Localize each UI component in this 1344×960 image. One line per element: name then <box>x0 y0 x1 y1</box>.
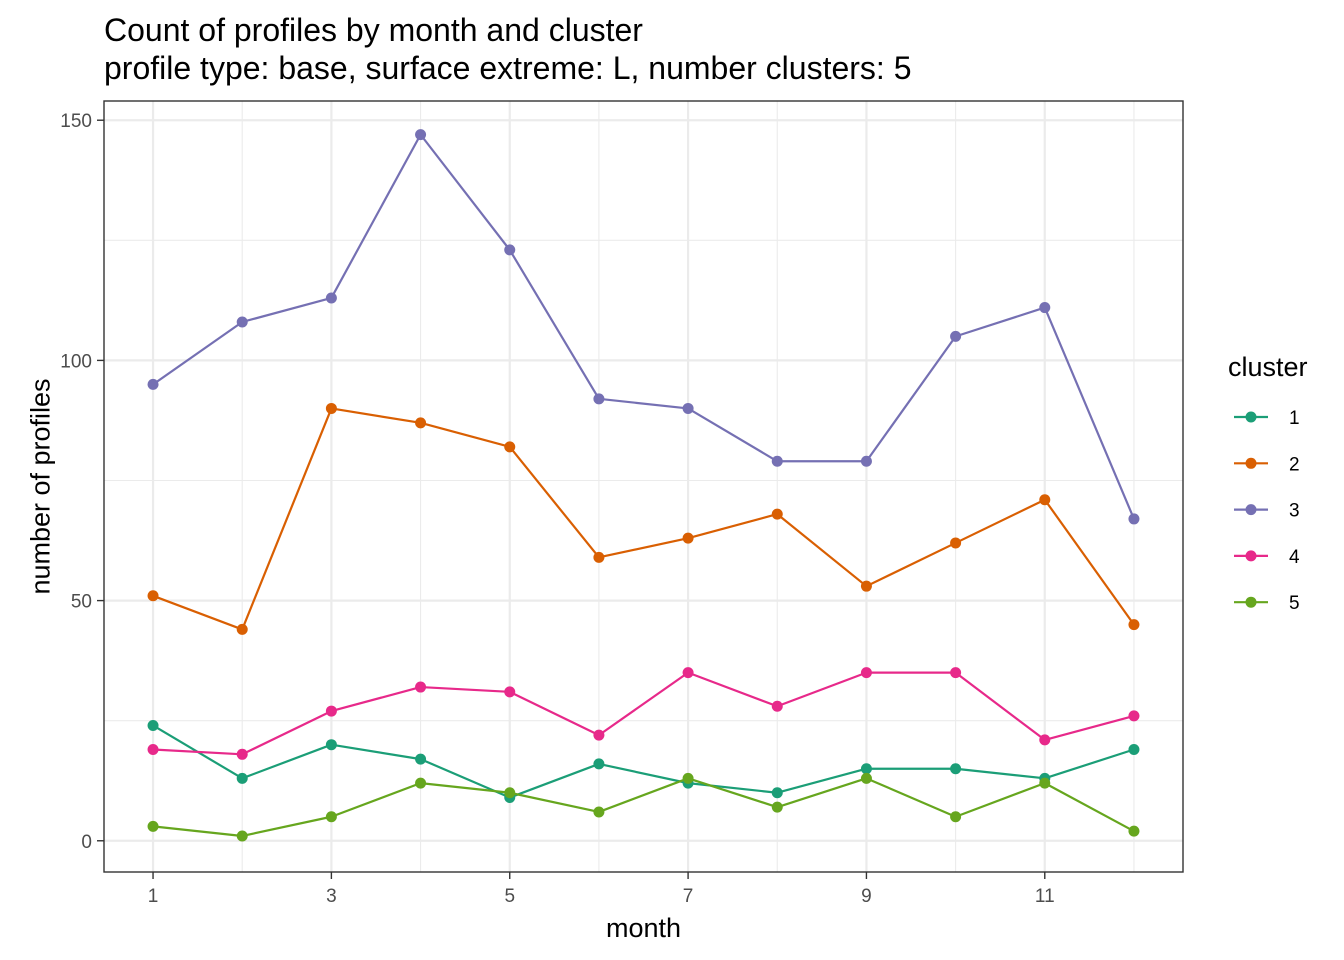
data-point-1 <box>950 763 962 775</box>
data-point-1 <box>771 787 783 799</box>
data-point-4 <box>147 744 159 756</box>
data-point-4 <box>325 705 337 717</box>
legend-label: 5 <box>1289 593 1300 614</box>
data-point-2 <box>415 417 427 429</box>
data-point-2 <box>682 532 694 544</box>
data-point-4 <box>504 686 516 698</box>
x-tick-label: 1 <box>148 886 159 907</box>
data-point-2 <box>593 551 605 563</box>
y-tick-label: 50 <box>71 592 92 613</box>
data-point-3 <box>147 378 159 390</box>
data-point-5 <box>236 830 248 842</box>
legend-key-point <box>1245 550 1257 562</box>
data-point-1 <box>325 739 337 751</box>
x-tick-label: 5 <box>504 886 515 907</box>
series-lines <box>152 133 1135 838</box>
data-point-5 <box>415 777 427 789</box>
y-tick-label: 0 <box>81 832 92 853</box>
data-point-4 <box>1128 710 1140 722</box>
data-point-3 <box>415 129 427 141</box>
data-point-2 <box>504 441 516 453</box>
data-point-5 <box>771 801 783 813</box>
data-point-4 <box>1039 734 1051 746</box>
series-line-3 <box>152 133 1135 520</box>
x-axis: 1 3 5 7 9 11 <box>148 872 1055 907</box>
data-point-3 <box>1039 302 1051 314</box>
series-line-1 <box>152 724 1135 799</box>
data-point-2 <box>1039 494 1051 506</box>
data-point-4 <box>415 681 427 693</box>
data-point-5 <box>1039 777 1051 789</box>
data-point-3 <box>593 393 605 405</box>
data-point-2 <box>325 402 337 414</box>
data-point-3 <box>236 316 248 328</box>
data-point-5 <box>1128 825 1140 837</box>
data-point-5 <box>504 787 516 799</box>
data-point-5 <box>950 811 962 823</box>
data-point-1 <box>236 772 248 784</box>
data-point-4 <box>950 667 962 679</box>
series-line-2 <box>152 407 1135 631</box>
series-line-4 <box>152 671 1135 756</box>
legend-key-point <box>1245 504 1257 516</box>
x-tick-label: 7 <box>683 886 694 907</box>
legend-label: 2 <box>1289 454 1300 475</box>
data-point-3 <box>504 244 516 256</box>
series-points <box>147 129 1140 842</box>
data-point-4 <box>771 700 783 712</box>
data-point-1 <box>147 719 159 731</box>
data-point-4 <box>860 667 872 679</box>
x-tick-label: 11 <box>1035 886 1055 907</box>
data-point-2 <box>236 623 248 635</box>
legend-key-point <box>1245 411 1257 423</box>
legend-key-point <box>1245 457 1257 469</box>
chart-title: Count of profiles by month and cluster <box>104 12 643 48</box>
legend-label: 3 <box>1289 501 1300 522</box>
data-point-3 <box>771 455 783 467</box>
data-point-5 <box>325 811 337 823</box>
x-axis-label: month <box>606 913 681 943</box>
data-point-5 <box>147 820 159 832</box>
data-point-1 <box>1128 744 1140 756</box>
x-tick-label: 9 <box>861 886 872 907</box>
y-tick-label: 100 <box>60 351 92 372</box>
data-point-5 <box>593 806 605 818</box>
data-point-2 <box>147 590 159 602</box>
y-tick-label: 150 <box>60 111 92 132</box>
data-point-4 <box>236 748 248 760</box>
legend-label: 1 <box>1289 408 1300 429</box>
data-point-2 <box>1128 619 1140 631</box>
data-point-5 <box>682 772 694 784</box>
legend-title: cluster <box>1228 352 1308 382</box>
chart-subtitle: profile type: base, surface extreme: L, … <box>104 50 912 86</box>
data-point-2 <box>860 580 872 592</box>
data-point-1 <box>415 753 427 765</box>
legend: cluster 1 2 3 4 5 <box>1228 352 1308 614</box>
data-point-4 <box>593 729 605 741</box>
y-axis-label: number of profiles <box>25 378 55 594</box>
data-point-3 <box>325 292 337 304</box>
data-point-3 <box>950 330 962 342</box>
panel-border <box>103 100 1184 873</box>
series-line-5 <box>152 777 1135 838</box>
grid-lines <box>104 101 1183 872</box>
data-point-1 <box>593 758 605 770</box>
data-point-4 <box>682 667 694 679</box>
legend-label: 4 <box>1289 547 1300 568</box>
data-point-2 <box>771 508 783 520</box>
legend-key-point <box>1245 596 1257 608</box>
data-point-5 <box>860 772 872 784</box>
data-point-1 <box>860 763 872 775</box>
x-tick-label: 3 <box>326 886 337 907</box>
y-axis: 0 50 100 150 <box>60 111 104 853</box>
data-point-3 <box>860 455 872 467</box>
data-point-2 <box>950 537 962 549</box>
data-point-3 <box>682 402 694 414</box>
data-point-3 <box>1128 513 1140 525</box>
